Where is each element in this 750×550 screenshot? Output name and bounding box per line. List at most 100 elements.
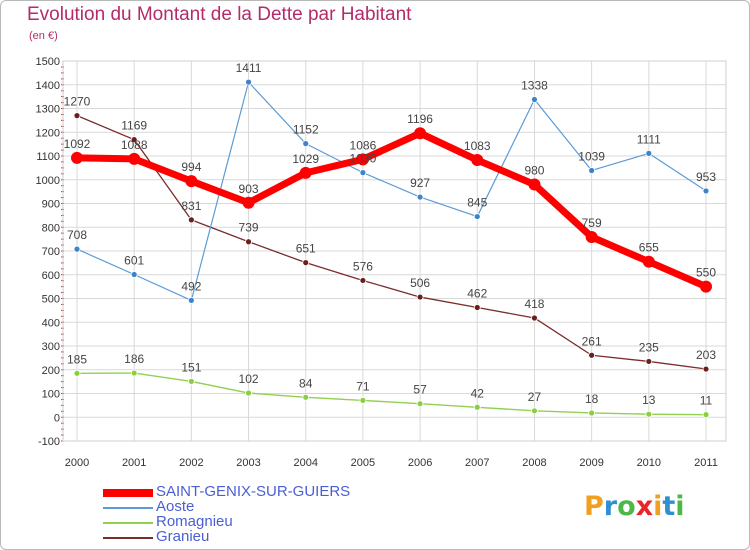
series-point — [128, 152, 141, 165]
chart-title: Evolution du Montant de la Dette par Hab… — [27, 4, 412, 25]
data-label: 235 — [639, 340, 659, 354]
y-tick-label: 1500 — [36, 56, 60, 68]
y-tick-label: 1400 — [36, 80, 60, 92]
data-label: 1270 — [64, 95, 91, 109]
y-tick-label: 1000 — [36, 175, 60, 187]
x-tick-label: 2007 — [465, 457, 489, 469]
legend-swatch — [103, 522, 153, 524]
data-label: 1086 — [350, 138, 377, 152]
y-tick-label: 1200 — [36, 127, 60, 139]
data-label: 186 — [124, 352, 144, 366]
series-point — [187, 377, 195, 385]
series-point — [416, 400, 424, 408]
series-point — [702, 411, 710, 419]
data-label: 1152 — [293, 123, 319, 137]
series-point — [702, 365, 710, 373]
data-label: 1029 — [292, 152, 319, 166]
data-label: 462 — [467, 287, 487, 301]
series-point — [245, 389, 252, 397]
series-point — [130, 136, 138, 144]
data-label: 18 — [585, 392, 599, 406]
series-point — [585, 230, 598, 243]
data-label: 1092 — [64, 137, 91, 151]
data-label: 655 — [639, 241, 659, 255]
series-point — [359, 277, 367, 284]
data-label: 11 — [700, 394, 713, 408]
logo-letter: o — [617, 491, 636, 522]
x-tick-label: 2004 — [293, 457, 317, 469]
series-point — [588, 409, 596, 417]
series-point — [302, 140, 310, 148]
data-label: 1169 — [121, 119, 147, 133]
data-label: 1039 — [578, 149, 605, 163]
series-point — [473, 304, 481, 311]
data-label: 418 — [524, 297, 544, 311]
series-point — [416, 293, 424, 301]
x-tick-label: 2002 — [179, 457, 203, 469]
series-point — [302, 393, 310, 401]
series-point — [73, 369, 81, 377]
plot-area — [62, 60, 727, 442]
x-tick-label: 2008 — [522, 457, 546, 469]
data-label: 185 — [67, 352, 87, 366]
data-label: 506 — [410, 276, 430, 290]
data-label: 84 — [299, 376, 313, 390]
y-tick-label: -100 — [38, 436, 60, 448]
series-point — [187, 216, 195, 224]
series-line — [76, 115, 707, 370]
y-tick-label: 300 — [42, 341, 60, 353]
series-point — [642, 255, 655, 268]
legend-swatch — [103, 537, 153, 539]
series-point — [73, 112, 81, 120]
proxiti-logo: Proxiti — [584, 491, 685, 522]
data-label: 1196 — [407, 112, 433, 126]
data-label: 203 — [696, 348, 716, 362]
series-point — [416, 193, 424, 201]
y-tick-label: 200 — [42, 365, 60, 377]
series-point — [130, 369, 138, 377]
series-line — [76, 81, 707, 301]
series-point — [702, 187, 710, 195]
data-label: 550 — [696, 266, 716, 280]
y-tick-label: 100 — [42, 389, 60, 401]
series-point — [356, 153, 369, 166]
series-point — [359, 396, 367, 404]
series-point — [242, 196, 255, 209]
y-tick-label: 600 — [42, 270, 60, 282]
series-point — [645, 358, 653, 365]
data-label: 927 — [410, 176, 430, 190]
series-point — [528, 178, 541, 191]
series-line — [76, 129, 708, 290]
series-point — [473, 403, 481, 411]
data-label: 1030 — [350, 152, 377, 166]
series-point — [471, 154, 484, 167]
data-label: 71 — [356, 379, 370, 393]
data-label: 102 — [239, 372, 259, 386]
y-tick-label: 800 — [42, 222, 60, 234]
data-label: 42 — [471, 386, 485, 400]
data-label: 151 — [181, 360, 201, 374]
series-point — [473, 213, 481, 220]
series-point — [71, 151, 83, 164]
data-label: 1411 — [236, 61, 262, 75]
legend-swatch — [103, 507, 153, 509]
x-tick-label: 2003 — [236, 457, 260, 469]
series-point — [700, 280, 712, 293]
logo-letter: r — [603, 491, 618, 522]
data-label: 1088 — [121, 138, 148, 152]
data-label: 980 — [524, 164, 544, 178]
x-tick-label: 2009 — [579, 457, 603, 469]
data-label: 1111 — [637, 132, 661, 146]
data-label: 576 — [353, 259, 373, 273]
logo-letter: x — [635, 491, 654, 522]
series-point — [531, 314, 538, 322]
y-tick-label: 0 — [54, 412, 60, 424]
legend-label: SAINT-GENIX-SUR-GUIERS — [156, 483, 351, 500]
data-label: 953 — [696, 170, 716, 184]
x-tick-label: 2011 — [694, 457, 718, 469]
data-label: 759 — [582, 216, 602, 230]
y-tick-label: 500 — [42, 294, 60, 306]
data-label: 57 — [413, 383, 427, 397]
